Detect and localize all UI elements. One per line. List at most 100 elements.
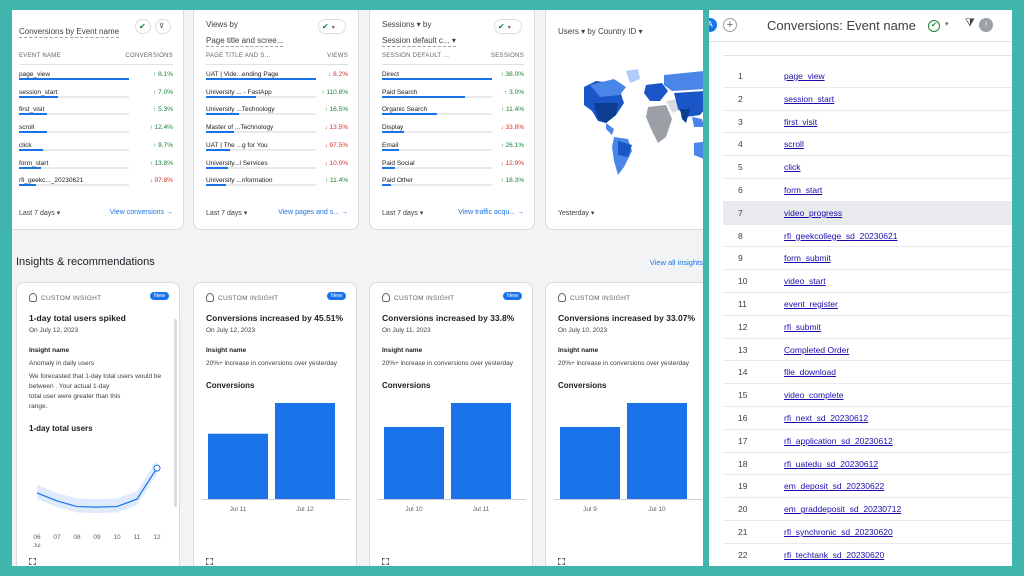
event-name-link[interactable]: rfi_uatedu_sd_20230612 (784, 458, 879, 469)
list-item[interactable]: 10 video_start (723, 270, 1012, 293)
map-europe[interactable] (644, 83, 668, 101)
event-name-link[interactable]: rfi_application_sd_20230612 (784, 435, 893, 446)
map-southeast-asia[interactable] (692, 117, 703, 127)
map-brazil[interactable] (618, 141, 632, 157)
list-item[interactable]: 20 em_graddeposit_sd_20230712 (723, 498, 1012, 521)
event-name-link[interactable]: form_submit (784, 253, 831, 264)
event-name-link[interactable]: rfi_synchronic_sd_20230620 (784, 527, 893, 537)
table-row[interactable]: University ...nformation ↑ 11.4% (206, 173, 348, 191)
map-central-america[interactable] (606, 123, 614, 135)
card-title[interactable]: Conversions by Event name (19, 27, 120, 38)
insight-card[interactable]: CUSTOM INSIGHT New Conversions increased… (369, 282, 533, 566)
list-item[interactable]: 19 em_deposit_sd_20230622 (723, 475, 1012, 499)
list-item[interactable]: 1 page_view (723, 65, 1012, 88)
card-title-metric[interactable]: Views by (206, 20, 238, 29)
event-name-link[interactable]: page_view (784, 71, 825, 81)
chevron-down-icon[interactable]: ▾ (945, 21, 949, 28)
table-row[interactable]: form_start ↑ 13.8% (19, 156, 173, 174)
insight-card[interactable]: CUSTOM INSIGHT New 1-day total users spi… (16, 282, 180, 566)
add-icon[interactable]: + (723, 18, 737, 32)
table-row[interactable]: UAT | The ...g for You ↓ 97.5% (206, 138, 348, 156)
list-item[interactable]: 7 video_progress (723, 201, 1012, 225)
world-map[interactable] (554, 57, 703, 187)
table-row[interactable]: rfi_geekc..._20230621 ↓ 97.8% (19, 173, 173, 191)
table-row[interactable]: page_view ↑ 8.1% (19, 67, 173, 85)
map-greenland[interactable] (626, 69, 640, 83)
list-item[interactable]: 22 rfi_techtank_sd_20230620 (723, 544, 1012, 566)
view-pages-link[interactable]: View pages and s... → (278, 209, 348, 216)
list-item[interactable]: 14 file_download (723, 361, 1012, 385)
table-row[interactable]: Email ↑ 26.1% (382, 138, 524, 156)
insight-card[interactable]: CUSTOM INSIGHT New Conversions increased… (193, 282, 357, 566)
table-row[interactable]: click ↑ 9.7% (19, 138, 173, 156)
card-title-metric[interactable]: Sessions ▾ by (382, 20, 432, 29)
event-name-link[interactable]: click (784, 162, 801, 173)
card-title-dimension[interactable]: Page title and scree... (206, 36, 284, 47)
table-row[interactable]: Paid Search ↑ 3.0% (382, 85, 524, 103)
table-row[interactable]: University...l Services ↓ 10.0% (206, 156, 348, 174)
insight-card[interactable]: CUSTOM INSIGHT Conversions increased by … (545, 282, 703, 566)
filter-icon[interactable]: ⊽ (155, 19, 171, 34)
list-item[interactable]: 11 event_register (723, 293, 1012, 316)
list-item[interactable]: 18 rfi_uatedu_sd_20230612 (723, 453, 1012, 476)
date-range-dropdown[interactable]: Last 7 days ▾ (19, 210, 61, 217)
event-name-link[interactable]: video_progress (784, 207, 843, 218)
comparison-check-icon[interactable]: ✔ (135, 19, 151, 34)
event-name-link[interactable]: file_download (784, 367, 836, 378)
list-item[interactable]: 8 rfi_geekcollege_sd_20230621 (723, 225, 1012, 248)
expand-icon[interactable] (29, 558, 36, 565)
comparison-check-icon[interactable]: ✔ ▾ (318, 19, 346, 34)
map-canada[interactable] (590, 79, 626, 97)
avatar[interactable]: A (709, 18, 717, 32)
list-item[interactable]: 21 rfi_synchronic_sd_20230620 (723, 521, 1012, 544)
table-row[interactable]: Direct ↑ 38.0% (382, 67, 524, 85)
view-conversions-link[interactable]: View conversions → (109, 209, 173, 216)
list-item[interactable]: 6 form_start (723, 179, 1012, 202)
scrollbar[interactable] (174, 319, 177, 507)
table-row[interactable]: session_start ↑ 7.0% (19, 85, 173, 103)
event-name-link[interactable]: form_start (784, 185, 823, 195)
list-item[interactable]: 4 scroll (723, 133, 1012, 157)
filter-icon[interactable]: ⧩ (965, 17, 975, 29)
table-row[interactable]: University ...Technology ↑ 16.5% (206, 102, 348, 120)
event-name-link[interactable]: rfi_geekcollege_sd_20230621 (784, 230, 898, 241)
table-row[interactable]: scroll ↑ 12.4% (19, 120, 173, 138)
table-row[interactable]: first_visit ↑ 5.3% (19, 102, 173, 120)
table-row[interactable]: Organic Search ↑ 11.4% (382, 102, 524, 120)
info-icon[interactable]: ! (979, 18, 993, 32)
table-row[interactable]: Display ↓ 33.8% (382, 120, 524, 138)
list-item[interactable]: 3 first_visit (723, 111, 1012, 134)
event-name-link[interactable]: em_deposit_sd_20230622 (784, 481, 885, 492)
event-name-link[interactable]: rfi_next_sd_20230612 (784, 413, 869, 423)
list-item[interactable]: 13 Completed Order (723, 339, 1012, 362)
list-item[interactable]: 9 form_submit (723, 247, 1012, 271)
map-usa[interactable] (594, 103, 618, 123)
table-row[interactable]: Paid Social ↓ 12.9% (382, 156, 524, 174)
list-item[interactable]: 16 rfi_next_sd_20230612 (723, 407, 1012, 430)
event-name-link[interactable]: video_complete (784, 390, 844, 401)
list-item[interactable]: 2 session_start (723, 88, 1012, 111)
date-range-dropdown[interactable]: Last 7 days ▾ (382, 210, 424, 217)
table-row[interactable]: University ... - FastApp ↑ 110.8% (206, 85, 348, 103)
event-name-link[interactable]: rfi_submit (784, 321, 821, 332)
map-india[interactable] (680, 109, 690, 123)
list-item[interactable]: 5 click (723, 156, 1012, 179)
view-traffic-link[interactable]: View traffic acqu... → (458, 209, 524, 216)
list-item[interactable]: 15 video_complete (723, 384, 1012, 407)
anomaly-point[interactable] (153, 464, 161, 472)
event-name-link[interactable]: session_start (784, 93, 835, 104)
event-name-link[interactable]: Completed Order (784, 344, 850, 355)
table-row[interactable]: UAT | Vide...ending Page ↓ 8.2% (206, 67, 348, 85)
list-item[interactable]: 17 rfi_application_sd_20230612 (723, 430, 1012, 453)
map-russia[interactable] (664, 71, 703, 91)
view-all-insights-link[interactable]: View all insights (649, 258, 703, 267)
date-range-dropdown[interactable]: Yesterday ▾ (558, 210, 595, 217)
map-australia[interactable] (694, 141, 703, 159)
event-name-link[interactable]: scroll (784, 139, 804, 150)
event-name-link[interactable]: event_register (784, 299, 838, 309)
map-africa[interactable] (646, 105, 672, 143)
expand-icon[interactable] (558, 558, 565, 565)
map-card-title[interactable]: Users ▾ by Country ID ▾ (558, 27, 643, 36)
event-name-link[interactable]: video_start (784, 276, 826, 287)
expand-icon[interactable] (206, 558, 213, 565)
